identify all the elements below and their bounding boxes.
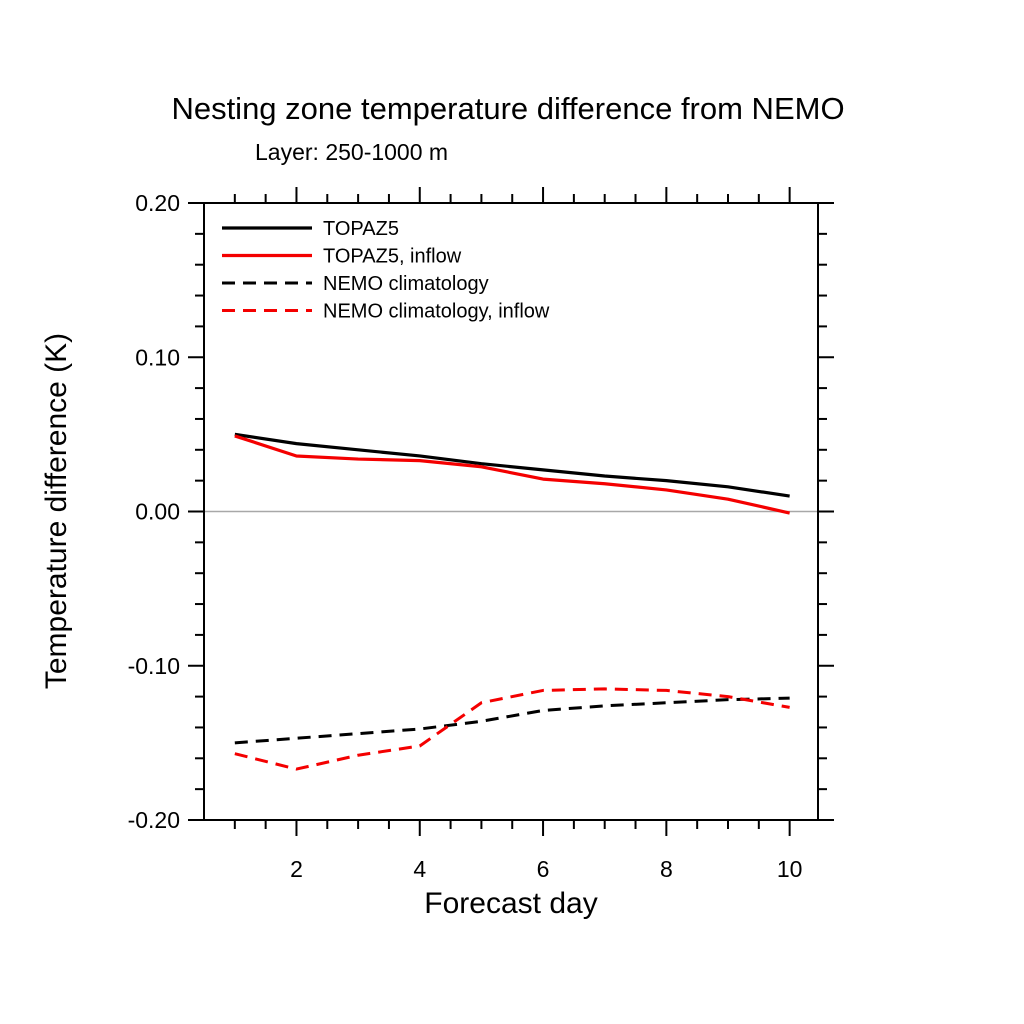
x-tick-label: 4 [413, 856, 426, 882]
x-tick-label: 10 [777, 856, 803, 882]
legend-item-nemo-climatology-inflow: NEMO climatology, inflow [222, 301, 550, 323]
series-line-nemo-climatology-inflow [234, 687, 790, 771]
y-tick-label: 0.00 [135, 499, 180, 525]
tick-label-layer: 2 4 6 8 10 0.20 0.10 0.00 -0.10 -0.20 [128, 190, 803, 882]
x-tick-label: 2 [290, 856, 303, 882]
y-tick-label: -0.10 [128, 653, 180, 679]
series-layer [234, 432, 790, 771]
chart-title: Nesting zone temperature difference from… [171, 91, 844, 126]
x-tick-label: 6 [537, 856, 550, 882]
chart-subtitle: Layer: 250-1000 m [255, 139, 448, 165]
x-axis-title: Forecast day [424, 887, 597, 920]
legend: TOPAZ5 TOPAZ5, inflow NEMO climatology NEMO… [222, 218, 550, 323]
series-line-topaz5 [234, 432, 790, 498]
series-line-nemo-climatology [234, 696, 790, 745]
legend-label: TOPAZ5, inflow [323, 246, 462, 268]
y-tick-label: 0.10 [135, 344, 180, 370]
legend-item-nemo-climatology: NEMO climatology [222, 273, 489, 295]
legend-item-topaz5-inflow: TOPAZ5, inflow [222, 246, 462, 268]
legend-label: NEMO climatology, inflow [323, 301, 550, 323]
y-tick-label: 0.20 [135, 190, 180, 216]
series-line-topaz5-inflow [234, 434, 790, 515]
y-axis-title: Temperature difference (K) [40, 333, 73, 689]
axes-layer [188, 187, 834, 836]
x-tick-label: 8 [660, 856, 673, 882]
legend-label: NEMO climatology [323, 273, 489, 295]
legend-item-topaz5: TOPAZ5 [222, 218, 399, 240]
legend-label: TOPAZ5 [323, 218, 399, 240]
y-tick-label: -0.20 [128, 807, 180, 833]
